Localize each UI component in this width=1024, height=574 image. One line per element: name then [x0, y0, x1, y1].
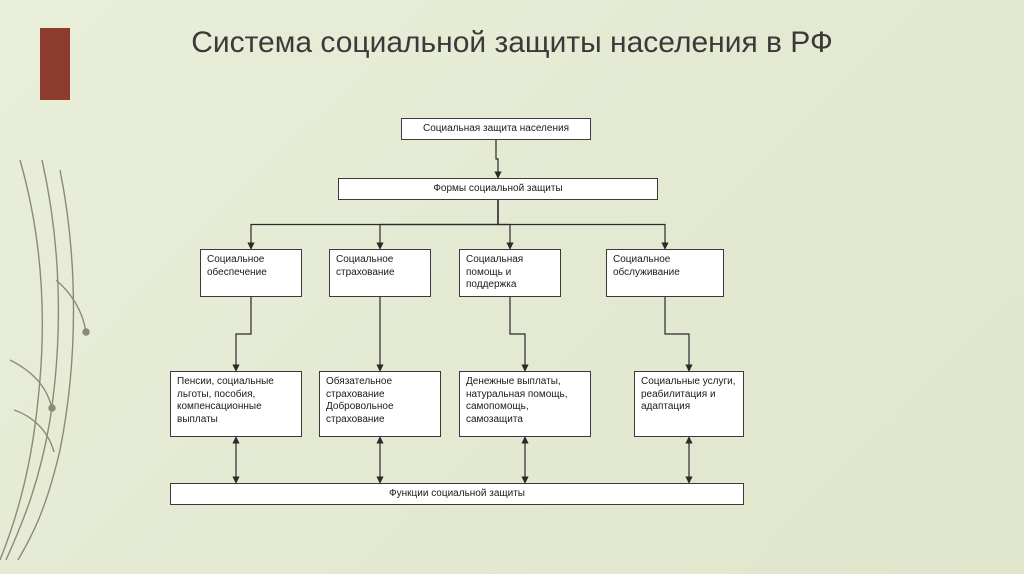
node-d4: Социальные услуги, реабилитация и адапта… [634, 371, 744, 437]
node-root: Социальная защита населения [401, 118, 591, 140]
node-f3: Социальная помощь и поддержка [459, 249, 561, 297]
node-f4: Социальное обслуживание [606, 249, 724, 297]
node-f1: Социальное обеспечение [200, 249, 302, 297]
node-f2: Социальное страхование [329, 249, 431, 297]
node-forms: Формы социальной защиты [338, 178, 658, 200]
node-d2: Обязательное страхование Добровольное ст… [319, 371, 441, 437]
node-d3: Денежные выплаты, натуральная помощь, са… [459, 371, 591, 437]
page-title: Система социальной защиты населения в РФ [0, 24, 1024, 62]
node-d1: Пенсии, социальные льготы, пособия, комп… [170, 371, 302, 437]
node-func: Функции социальной защиты [170, 483, 744, 505]
